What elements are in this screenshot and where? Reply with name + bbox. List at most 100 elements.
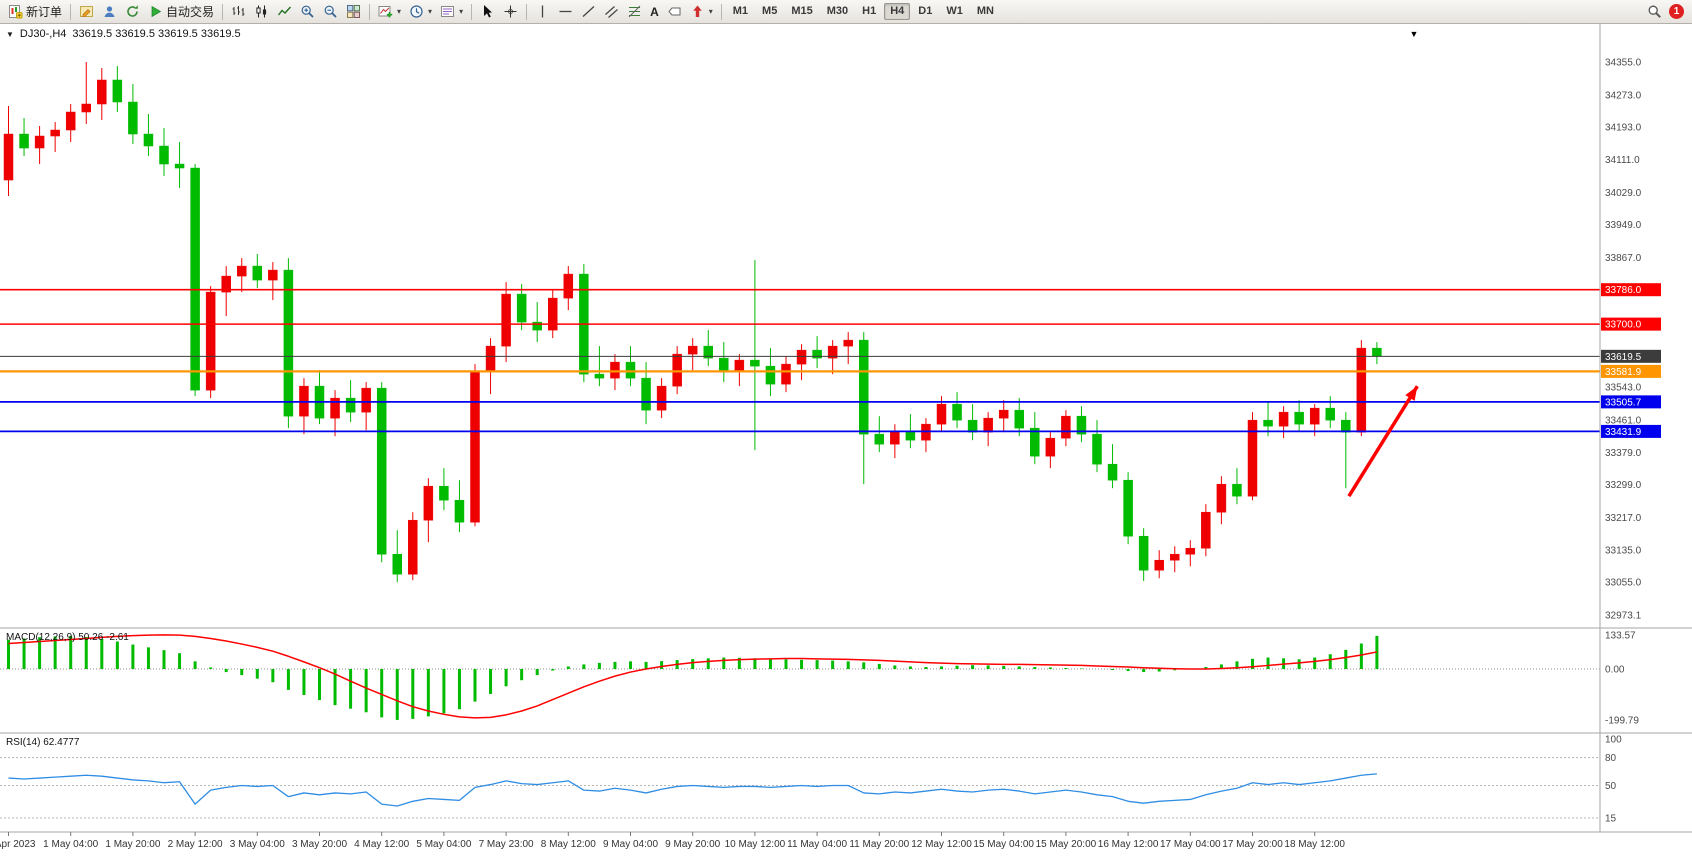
crosshair-button[interactable] bbox=[499, 2, 522, 22]
svg-text:33581.9: 33581.9 bbox=[1605, 367, 1642, 378]
svg-text:33867.0: 33867.0 bbox=[1605, 253, 1642, 264]
fibonacci-button[interactable] bbox=[623, 2, 646, 22]
toolbar: 新订单 自动交易 bbox=[0, 0, 1692, 24]
fibonacci-icon bbox=[628, 5, 641, 18]
svg-text:33431.9: 33431.9 bbox=[1605, 427, 1642, 438]
svg-text:0.00: 0.00 bbox=[1605, 665, 1625, 676]
text-label-button[interactable] bbox=[663, 2, 686, 22]
svg-text:33299.0: 33299.0 bbox=[1605, 480, 1642, 491]
line-chart-button[interactable] bbox=[273, 2, 296, 22]
timeframe-group: M1 M5 M15 M30 H1 H4 D1 W1 MN bbox=[726, 3, 1001, 20]
zoom-out-button[interactable] bbox=[319, 2, 342, 22]
svg-text:15 May 04:00: 15 May 04:00 bbox=[973, 839, 1034, 850]
chart-area[interactable]: 33786.0 33700.0 33619.5 33581.9 33505.7 33431… bbox=[0, 24, 1692, 857]
svg-text:34273.0: 34273.0 bbox=[1605, 90, 1642, 101]
zoom-out-icon bbox=[324, 5, 337, 18]
svg-text:34111.0: 34111.0 bbox=[1605, 155, 1640, 166]
tile-windows-button[interactable] bbox=[342, 2, 365, 22]
svg-text:11 May 20:00: 11 May 20:00 bbox=[849, 839, 909, 850]
candlestick-series[interactable] bbox=[3, 62, 1382, 583]
svg-text:33543.0: 33543.0 bbox=[1605, 382, 1642, 393]
svg-text:16 May 12:00: 16 May 12:00 bbox=[1098, 839, 1159, 850]
macd-label: MACD(12,26,9) 50.26 -2.61 bbox=[6, 632, 129, 643]
clock-icon bbox=[410, 5, 423, 18]
auto-trading-button[interactable]: 自动交易 bbox=[144, 2, 218, 22]
vertical-line-button[interactable] bbox=[531, 2, 554, 22]
macd-signal-line bbox=[8, 634, 1378, 719]
svg-text:5 May 04:00: 5 May 04:00 bbox=[416, 839, 471, 850]
dropdown-caret-icon[interactable]: ▾ bbox=[459, 6, 464, 16]
macd-panel[interactable]: 133.57 0.00 -199.79 bbox=[0, 630, 1639, 726]
timeframe-MN[interactable]: MN bbox=[976, 5, 994, 17]
price-label-icon bbox=[668, 7, 681, 16]
svg-text:-199.79: -199.79 bbox=[1605, 715, 1639, 726]
dropdown-caret-icon[interactable]: ▾ bbox=[428, 6, 433, 16]
svg-text:7 May 23:00: 7 May 23:00 bbox=[479, 839, 534, 850]
candlestick-chart-icon bbox=[256, 5, 267, 18]
svg-text:1 May 20:00: 1 May 20:00 bbox=[105, 839, 160, 850]
timeframe-W1[interactable]: W1 bbox=[946, 5, 963, 17]
svg-text:8 May 12:00: 8 May 12:00 bbox=[541, 839, 596, 850]
svg-text:33217.0: 33217.0 bbox=[1605, 513, 1642, 524]
trend-arrow[interactable] bbox=[1347, 385, 1419, 498]
svg-text:33619.5: 33619.5 bbox=[1605, 352, 1642, 363]
timeframe-H1[interactable]: H1 bbox=[862, 5, 877, 17]
timeframe-D1[interactable]: D1 bbox=[918, 5, 933, 17]
timeframe-M30[interactable]: M30 bbox=[826, 5, 849, 17]
new-order-label: 新订单 bbox=[26, 5, 63, 19]
periods-button[interactable]: ▾ bbox=[405, 2, 436, 22]
dropdown-caret-icon[interactable]: ▾ bbox=[708, 6, 713, 16]
svg-text:15: 15 bbox=[1605, 814, 1617, 825]
chart-canvas[interactable]: 33786.0 33700.0 33619.5 33581.9 33505.7 33431… bbox=[0, 24, 1692, 857]
svg-text:33505.7: 33505.7 bbox=[1605, 397, 1642, 408]
vertical-line-icon bbox=[541, 5, 544, 18]
svg-text:33461.0: 33461.0 bbox=[1605, 415, 1642, 426]
svg-text:33379.0: 33379.0 bbox=[1605, 448, 1642, 459]
zoom-in-button[interactable] bbox=[296, 2, 319, 22]
bar-chart-button[interactable] bbox=[227, 2, 250, 22]
candlestick-chart-button[interactable] bbox=[250, 2, 273, 22]
svg-text:33135.0: 33135.0 bbox=[1605, 546, 1642, 557]
collapse-icon[interactable]: ▼ bbox=[6, 29, 14, 39]
timeframe-M5[interactable]: M5 bbox=[762, 5, 778, 17]
time-axis[interactable]: 28 Apr 2023 1 May 04:00 1 May 20:00 2 May 1… bbox=[0, 832, 1345, 850]
horizontal-line-button[interactable] bbox=[554, 2, 577, 22]
horizontal-line-icon bbox=[559, 10, 572, 13]
timeframe-M1[interactable]: M1 bbox=[732, 5, 749, 17]
toolbar-separator bbox=[222, 3, 224, 20]
rsi-panel[interactable]: 100 80 50 15 bbox=[0, 735, 1622, 825]
timeframe-H4[interactable]: H4 bbox=[884, 3, 911, 20]
rsi-line bbox=[8, 773, 1377, 807]
text-tool-button[interactable]: A bbox=[646, 2, 663, 22]
notification-badge[interactable]: 1 bbox=[1669, 4, 1684, 19]
horizontal-lines[interactable]: 33786.0 33700.0 33619.5 33581.9 33505.7 33431… bbox=[0, 283, 1661, 438]
accounts-button[interactable] bbox=[98, 2, 121, 22]
svg-text:18 May 12:00: 18 May 12:00 bbox=[1284, 839, 1345, 850]
svg-text:15 May 20:00: 15 May 20:00 bbox=[1036, 839, 1097, 850]
trendline-button[interactable] bbox=[577, 2, 600, 22]
toolbar-separator bbox=[369, 3, 371, 20]
price-axis[interactable]: 34355.0 34273.0 34193.0 34111.0 34029.0 33949… bbox=[1605, 58, 1642, 622]
search-icon[interactable] bbox=[1647, 4, 1662, 19]
dropdown-caret-icon[interactable]: ▾ bbox=[397, 6, 402, 16]
shift-marker-icon[interactable]: ▼ bbox=[1410, 29, 1419, 39]
svg-text:11 May 04:00: 11 May 04:00 bbox=[787, 839, 847, 850]
text-tool-icon: A bbox=[650, 4, 659, 19]
new-order-button[interactable]: 新订单 bbox=[4, 2, 66, 22]
timeframe-M15[interactable]: M15 bbox=[791, 5, 813, 17]
indicators-icon bbox=[378, 6, 393, 18]
refresh-button[interactable] bbox=[121, 2, 144, 22]
toolbar-separator bbox=[526, 3, 528, 20]
crosshair-icon bbox=[504, 5, 517, 18]
svg-text:4 May 12:00: 4 May 12:00 bbox=[354, 839, 409, 850]
templates-button[interactable]: ▾ bbox=[436, 2, 467, 22]
channel-button[interactable] bbox=[600, 2, 623, 22]
price-line-label bbox=[1601, 424, 1661, 438]
metaeditor-button[interactable] bbox=[75, 2, 98, 22]
indicators-button[interactable]: ▾ bbox=[374, 2, 405, 22]
cursor-button[interactable] bbox=[476, 2, 499, 22]
profiles-icon bbox=[104, 6, 115, 17]
arrows-button[interactable]: ▾ bbox=[686, 2, 717, 22]
svg-text:80: 80 bbox=[1605, 753, 1617, 764]
editor-icon bbox=[80, 6, 94, 17]
